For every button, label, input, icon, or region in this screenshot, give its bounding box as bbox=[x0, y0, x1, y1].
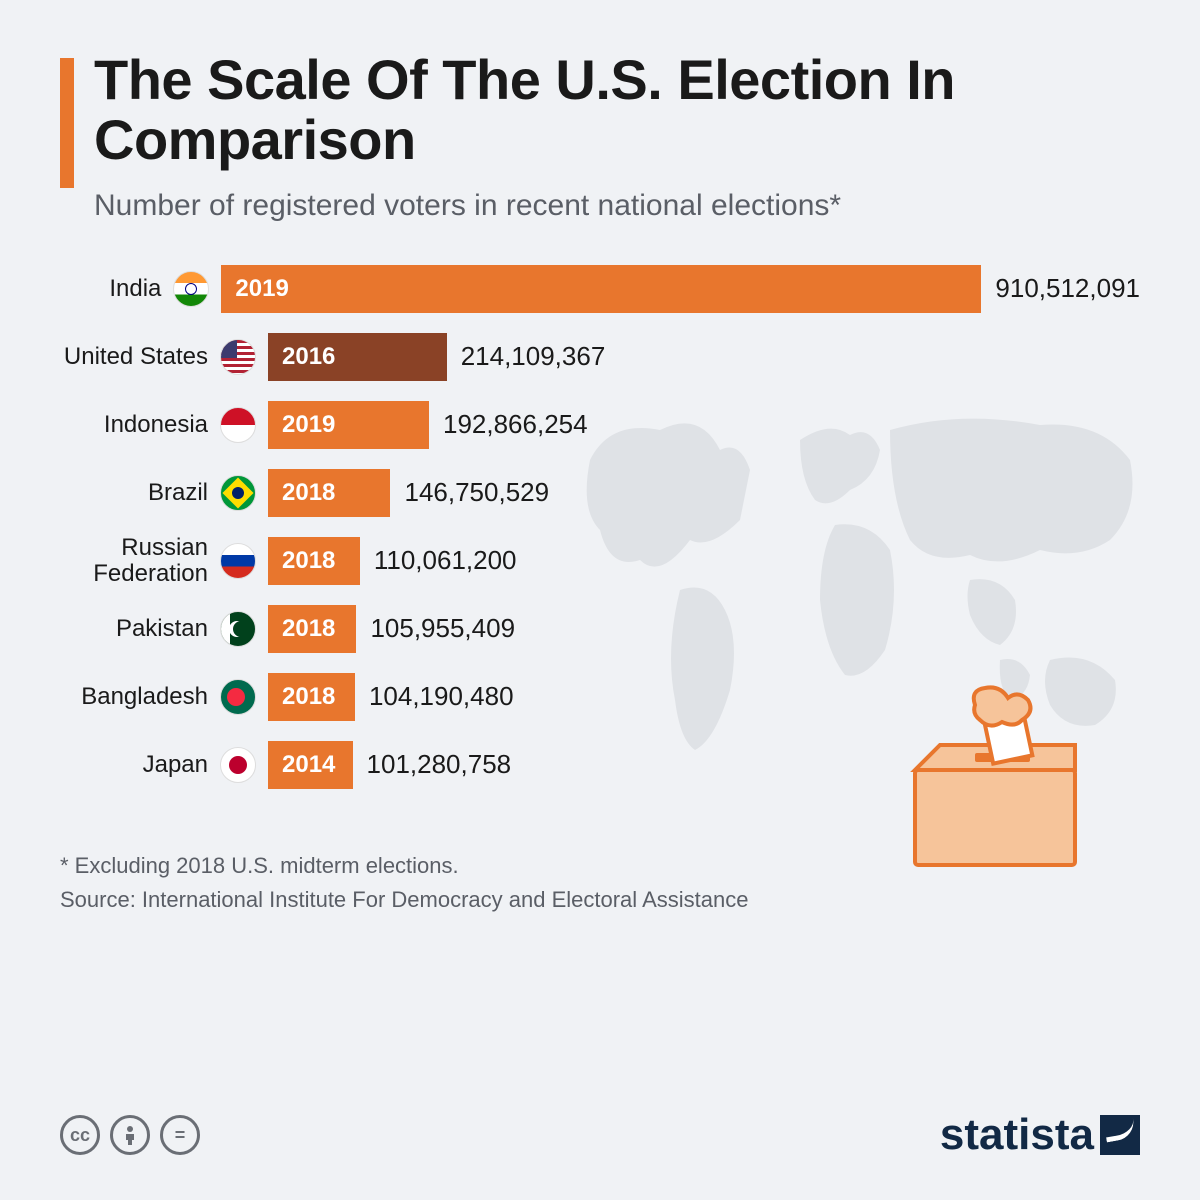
bar: 2019 bbox=[221, 265, 981, 313]
value-label: 101,280,758 bbox=[367, 749, 512, 780]
bar-area: 2018 105,955,409 bbox=[268, 605, 1140, 653]
license-icons: cc = bbox=[60, 1115, 200, 1155]
country-label: India bbox=[60, 276, 173, 302]
country-label: Pakistan bbox=[60, 616, 220, 642]
bar-row: United States 2016 214,109,367 bbox=[60, 333, 1140, 381]
bar-row: India 2019 910,512,091 bbox=[60, 265, 1140, 313]
bar-row: Bangladesh 2018 104,190,480 bbox=[60, 673, 1140, 721]
bar: 2018 bbox=[268, 537, 360, 585]
bar: 2016 bbox=[268, 333, 447, 381]
flag-icon bbox=[220, 747, 256, 783]
value-label: 192,866,254 bbox=[443, 409, 588, 440]
footnote-exclusion: * Excluding 2018 U.S. midterm elections. bbox=[60, 849, 1140, 883]
logo-mark-icon bbox=[1100, 1115, 1140, 1155]
bar-area: 2018 110,061,200 bbox=[268, 537, 1140, 585]
country-label: Russian Federation bbox=[60, 535, 220, 588]
header: The Scale Of The U.S. Election In Compar… bbox=[60, 50, 1140, 223]
chart-title: The Scale Of The U.S. Election In Compar… bbox=[94, 50, 1140, 171]
country-label: United States bbox=[60, 344, 220, 370]
bar-area: 2018 104,190,480 bbox=[268, 673, 1140, 721]
bar: 2018 bbox=[268, 469, 390, 517]
statista-logo: statista bbox=[940, 1110, 1140, 1160]
by-icon bbox=[110, 1115, 150, 1155]
country-label: Indonesia bbox=[60, 412, 220, 438]
country-label: Japan bbox=[60, 752, 220, 778]
accent-bar bbox=[60, 58, 74, 188]
cc-icon: cc bbox=[60, 1115, 100, 1155]
country-label: Brazil bbox=[60, 480, 220, 506]
flag-icon bbox=[220, 543, 256, 579]
bar: 2019 bbox=[268, 401, 429, 449]
flag-icon bbox=[173, 271, 209, 307]
country-label: Bangladesh bbox=[60, 684, 220, 710]
footnote: * Excluding 2018 U.S. midterm elections.… bbox=[60, 849, 1140, 917]
bar-row: Brazil 2018 146,750,529 bbox=[60, 469, 1140, 517]
value-label: 214,109,367 bbox=[461, 341, 606, 372]
value-label: 104,190,480 bbox=[369, 681, 514, 712]
bar-area: 2019 192,866,254 bbox=[268, 401, 1140, 449]
flag-icon bbox=[220, 339, 256, 375]
nd-icon: = bbox=[160, 1115, 200, 1155]
bar-area: 2016 214,109,367 bbox=[268, 333, 1140, 381]
flag-icon bbox=[220, 611, 256, 647]
bar-row: Russian Federation 2018 110,061,200 bbox=[60, 537, 1140, 585]
chart-subtitle: Number of registered voters in recent na… bbox=[94, 189, 1140, 223]
flag-icon bbox=[220, 407, 256, 443]
value-label: 146,750,529 bbox=[404, 477, 549, 508]
value-label: 110,061,200 bbox=[374, 545, 517, 576]
value-label: 910,512,091 bbox=[995, 273, 1140, 304]
logo-text: statista bbox=[940, 1110, 1094, 1160]
value-label: 105,955,409 bbox=[370, 613, 515, 644]
footnote-source: Source: International Institute For Demo… bbox=[60, 883, 1140, 917]
bar: 2018 bbox=[268, 673, 355, 721]
bar: 2014 bbox=[268, 741, 353, 789]
bar-area: 2018 146,750,529 bbox=[268, 469, 1140, 517]
bar-row: Pakistan 2018 105,955,409 bbox=[60, 605, 1140, 653]
bar-area: 2019 910,512,091 bbox=[221, 265, 1140, 313]
flag-icon bbox=[220, 679, 256, 715]
bar-area: 2014 101,280,758 bbox=[268, 741, 1140, 789]
bar-row: Japan 2014 101,280,758 bbox=[60, 741, 1140, 789]
flag-icon bbox=[220, 475, 256, 511]
footer: cc = statista bbox=[60, 1110, 1140, 1160]
bar: 2018 bbox=[268, 605, 356, 653]
bar-row: Indonesia 2019 192,866,254 bbox=[60, 401, 1140, 449]
bar-chart: India 2019 910,512,091 United States 2016 214… bbox=[60, 265, 1140, 789]
